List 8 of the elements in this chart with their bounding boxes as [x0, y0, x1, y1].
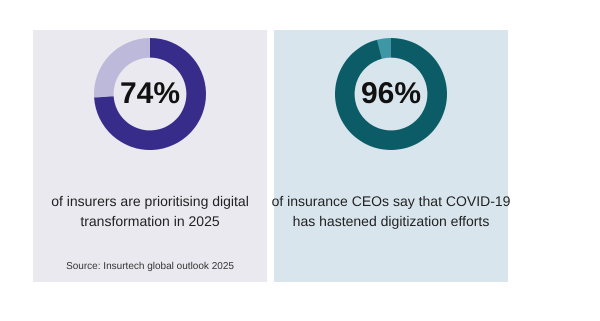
text: of insurers are prioritising digital transformation in 2025 [51, 193, 249, 229]
donut-slice [377, 38, 391, 59]
text: of insurance CEOs say that COVID-19 has hastened digitization efforts [272, 193, 511, 229]
donut-slice [94, 38, 206, 150]
source-note: Source: Insurtech global outlook 2025 [66, 261, 234, 272]
donut-slice [335, 38, 447, 150]
data-label: 96% [360, 77, 422, 110]
data-label: 74% [120, 77, 180, 110]
